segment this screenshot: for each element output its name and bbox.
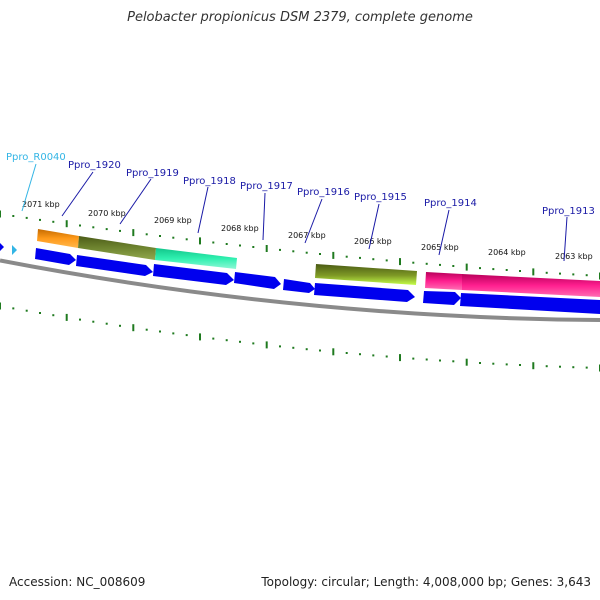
kbp-label: 2068 kbp	[221, 224, 259, 233]
kbp-label: 2071 kbp	[22, 200, 60, 209]
leader-line	[563, 216, 568, 262]
cog-bar-pink-1	[425, 272, 462, 290]
leader-line	[21, 163, 37, 212]
rna-arrow	[12, 245, 17, 255]
cds-arrow	[314, 283, 415, 302]
gene-label[interactable]: Ppro_1914	[424, 198, 477, 209]
kbp-label: 2066 kbp	[354, 237, 392, 246]
gene-label[interactable]: Ppro_1920	[68, 160, 121, 171]
kbp-label: 2064 kbp	[488, 248, 526, 257]
cds-arrow	[76, 255, 153, 276]
gene-labels: Ppro_R0040 Ppro_1920 Ppro_1919 Ppro_1918…	[6, 152, 595, 217]
cds-arrow	[153, 264, 234, 285]
gene-label[interactable]: Ppro_1913	[542, 206, 595, 217]
cds-arrow	[423, 291, 461, 305]
gene-label[interactable]: Ppro_1917	[240, 181, 293, 192]
upper-tick-scale	[0, 210, 600, 280]
leader-line	[368, 203, 380, 250]
gene-label-rna[interactable]: Ppro_R0040	[6, 152, 66, 163]
leader-line	[438, 209, 450, 256]
cds-arrow	[460, 293, 600, 314]
kbp-label: 2065 kbp	[421, 243, 459, 252]
gene-leader-lines	[21, 163, 568, 262]
leader-line	[119, 178, 152, 225]
gene-label[interactable]: Ppro_1918	[183, 176, 236, 187]
accession-text: Accession: NC_008609	[9, 575, 146, 589]
cds-arrow	[234, 272, 281, 289]
cog-bar-teal	[155, 248, 237, 269]
cds-arrow	[35, 248, 76, 265]
cds-arrow	[283, 279, 315, 293]
cds-track	[0, 243, 600, 314]
leader-line	[262, 192, 266, 241]
lower-tick-scale	[0, 302, 600, 372]
cog-bar-orange	[37, 229, 79, 248]
leader-line	[304, 198, 323, 244]
kbp-label: 2069 kbp	[154, 216, 192, 225]
gene-label[interactable]: Ppro_1915	[354, 192, 407, 203]
cog-bar-pink-2	[462, 274, 600, 297]
topology-summary: Topology: circular; Length: 4,008,000 bp…	[261, 575, 591, 589]
kbp-labels: 2071 kbp 2070 kbp 2069 kbp 2068 kbp 2067…	[22, 200, 593, 261]
gene-label[interactable]: Ppro_1919	[126, 168, 179, 179]
kbp-label: 2067 kbp	[288, 231, 326, 240]
cog-bar-olive	[78, 236, 156, 260]
leader-line	[61, 171, 94, 217]
cds-arrow	[0, 243, 4, 251]
genome-backbone	[0, 258, 600, 322]
feature-bars	[37, 229, 600, 297]
gene-label[interactable]: Ppro_1916	[297, 187, 350, 198]
map-title: Pelobacter propionicus DSM 2379, complet…	[127, 10, 473, 25]
kbp-label: 2063 kbp	[555, 252, 593, 261]
cog-bar-olive-2	[315, 264, 417, 285]
kbp-label: 2070 kbp	[88, 209, 126, 218]
leader-line	[197, 186, 209, 234]
